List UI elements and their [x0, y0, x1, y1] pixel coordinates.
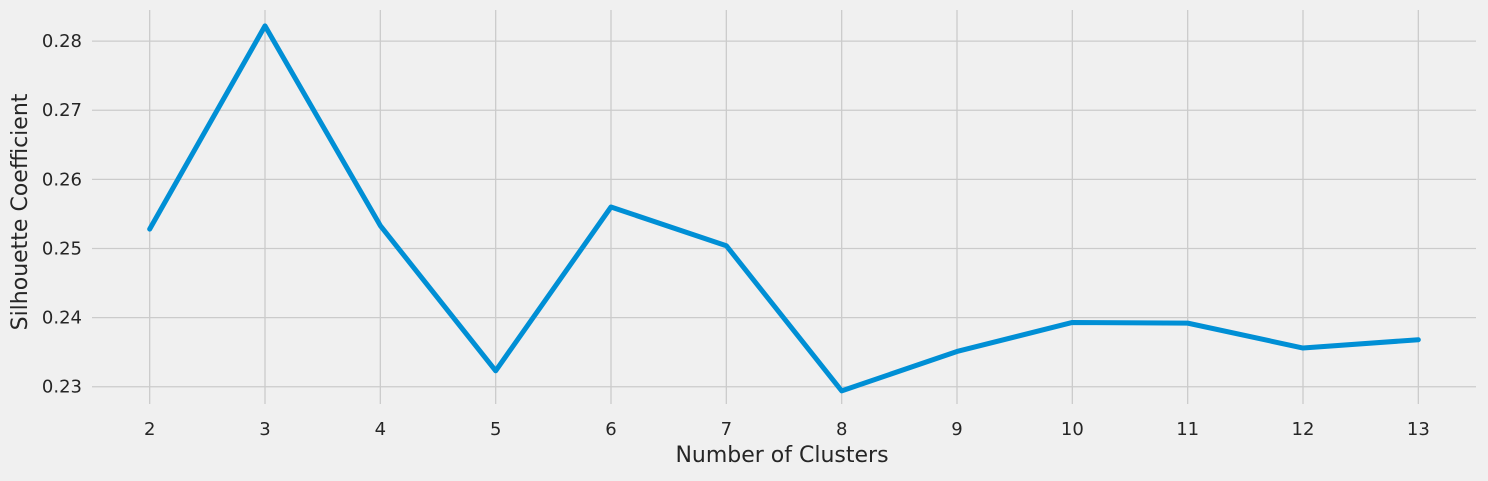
- x-tick-label: 3: [259, 419, 270, 440]
- x-tick-label: 10: [1061, 419, 1084, 440]
- y-tick-label: 0.27: [42, 100, 82, 121]
- x-tick-label: 9: [951, 419, 962, 440]
- x-tick-label: 5: [490, 419, 501, 440]
- x-tick-label: 2: [144, 419, 155, 440]
- y-tick-label: 0.25: [42, 238, 82, 259]
- x-tick-label: 11: [1176, 419, 1199, 440]
- y-axis-label: Silhouette Coefficient: [8, 93, 33, 330]
- y-tick-label: 0.24: [42, 308, 82, 329]
- x-tick-label: 12: [1292, 419, 1315, 440]
- y-tick-label: 0.26: [42, 169, 82, 190]
- x-tick-label: 13: [1407, 419, 1430, 440]
- x-tick-label: 8: [836, 419, 847, 440]
- x-tick-label: 7: [721, 419, 732, 440]
- y-tick-label: 0.28: [42, 31, 82, 52]
- x-tick-label: 6: [605, 419, 616, 440]
- tick-labels: 2 3 4 5 6 7 8 9 10 11 12 13 0.23 0.24 0.25 0.26 0.27 0.28: [42, 31, 1430, 440]
- y-tick-label: 0.23: [42, 377, 82, 398]
- grid: [92, 10, 1476, 404]
- series-layer: [147, 23, 1421, 394]
- x-axis-label: Number of Clusters: [675, 443, 888, 468]
- series-line: [147, 23, 1421, 394]
- x-tick-label: 4: [375, 419, 386, 440]
